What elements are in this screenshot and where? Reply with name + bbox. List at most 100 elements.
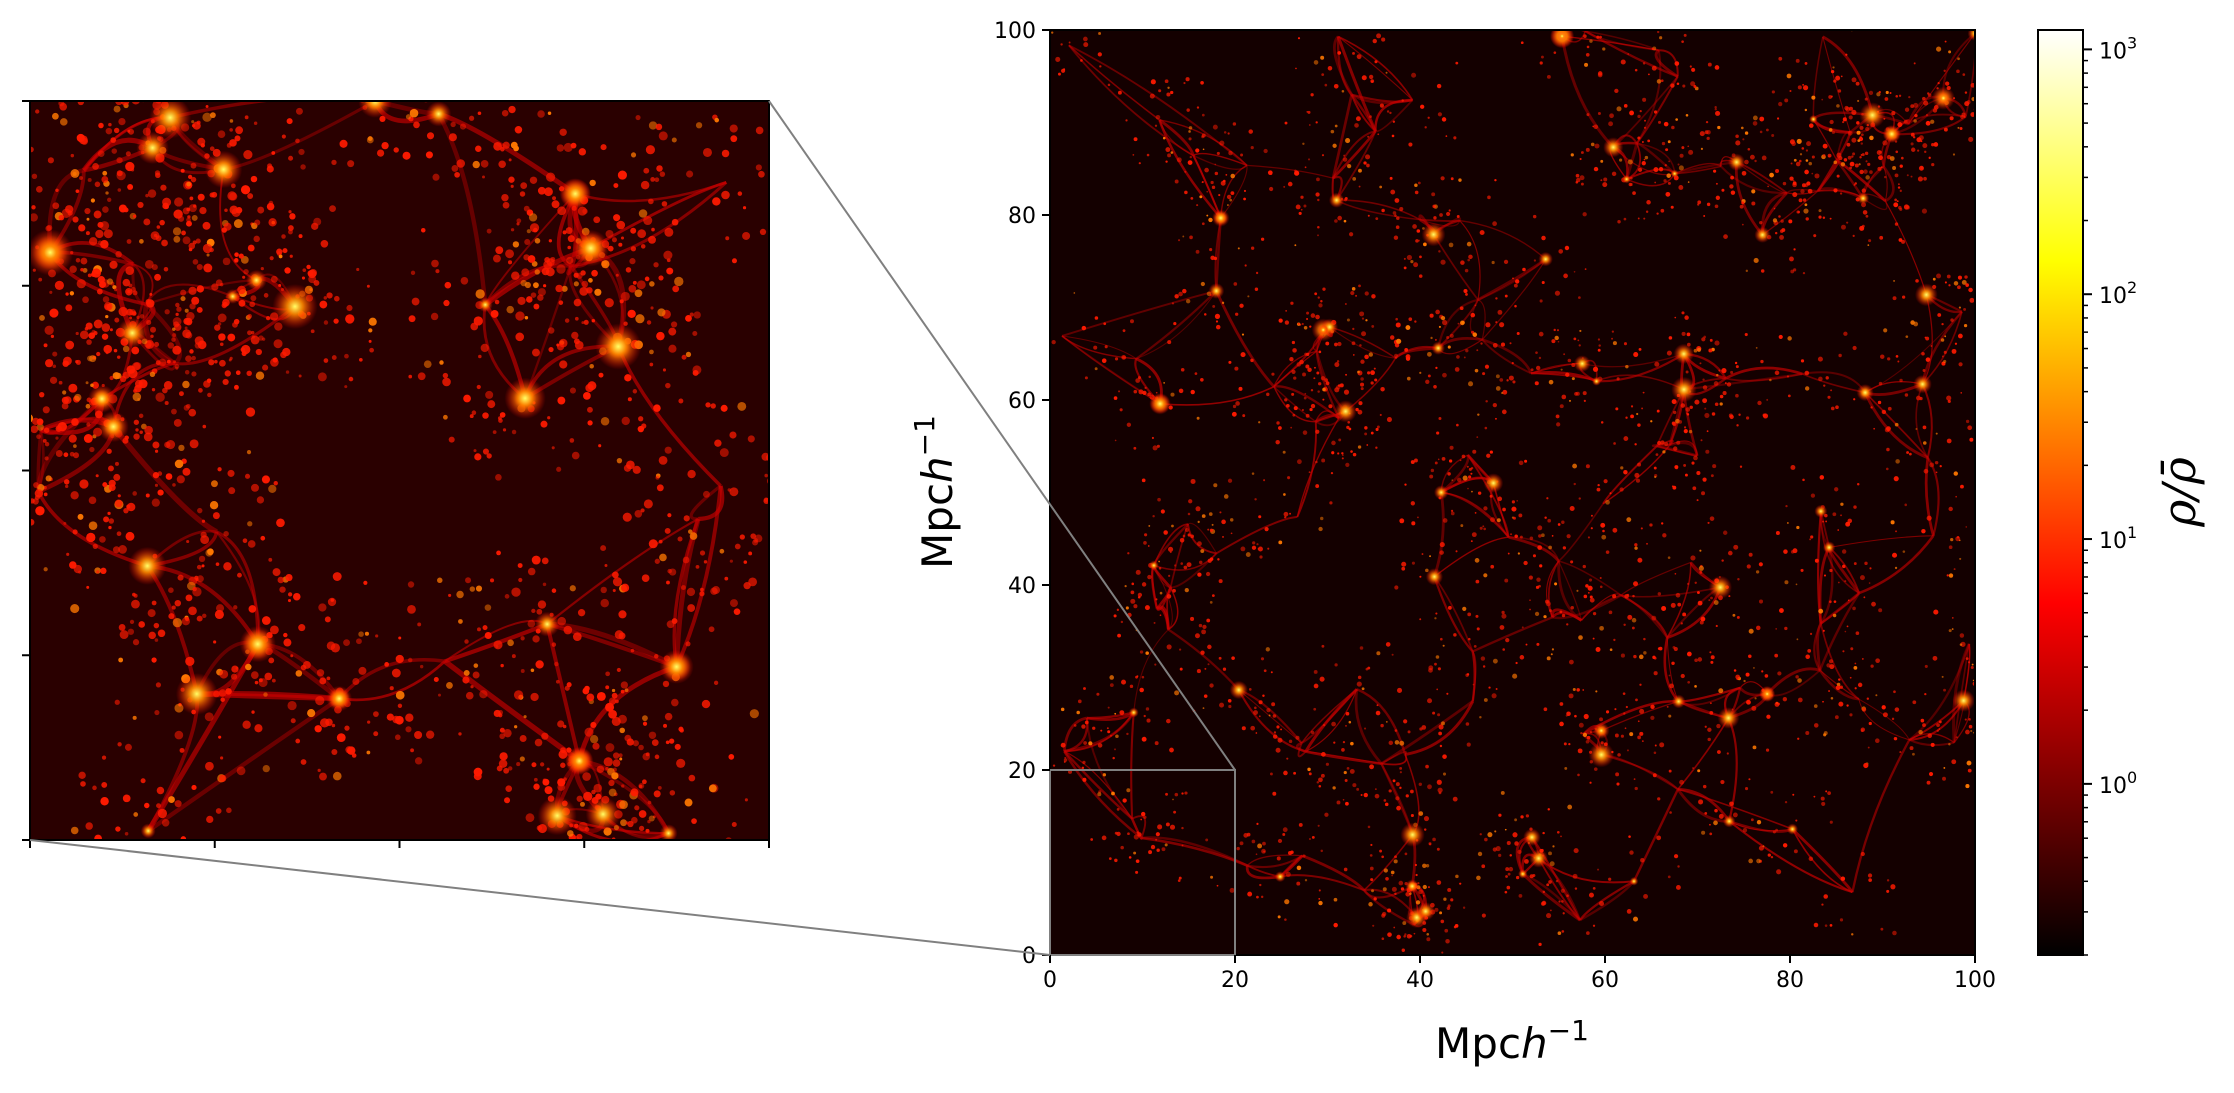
filament xyxy=(1481,339,1532,375)
density-speck xyxy=(157,489,164,496)
density-speck xyxy=(1553,328,1556,332)
density-speck xyxy=(563,625,573,635)
density-speck xyxy=(1331,440,1336,446)
density-speck xyxy=(1639,708,1645,714)
density-speck xyxy=(122,794,131,803)
density-speck xyxy=(1497,496,1503,502)
density-speck xyxy=(616,667,621,673)
density-speck xyxy=(477,35,481,39)
density-speck xyxy=(495,645,499,649)
density-speck xyxy=(283,638,292,647)
density-speck xyxy=(1156,444,1160,448)
density-speck xyxy=(1201,629,1207,635)
density-speck xyxy=(573,298,582,307)
density-speck xyxy=(1844,580,1847,583)
density-speck xyxy=(260,535,266,541)
density-speck xyxy=(1868,721,1872,726)
density-speck xyxy=(524,315,529,320)
density-speck xyxy=(1605,499,1610,505)
density-speck xyxy=(1697,657,1703,662)
density-speck xyxy=(1993,80,1997,84)
density-speck xyxy=(594,891,601,898)
density-speck xyxy=(125,266,135,275)
density-speck xyxy=(1190,534,1194,539)
density-speck xyxy=(1856,121,1860,125)
density-speck xyxy=(1744,332,1748,337)
density-speck xyxy=(1928,156,1931,159)
density-speck xyxy=(1174,294,1179,299)
density-speck xyxy=(634,805,640,811)
density-speck xyxy=(1418,889,1423,895)
density-speck xyxy=(1656,30,1660,34)
density-speck xyxy=(1704,725,1707,728)
density-speck xyxy=(662,368,666,372)
density-speck xyxy=(1308,838,1311,841)
density-speck xyxy=(102,296,110,303)
density-speck xyxy=(1370,381,1374,385)
density-speck xyxy=(1343,867,1348,872)
density-speck xyxy=(667,568,672,574)
density-speck xyxy=(1965,784,1970,789)
density-speck xyxy=(144,802,150,809)
density-speck xyxy=(437,577,443,584)
density-speck xyxy=(533,783,540,790)
filament xyxy=(215,530,260,645)
density-speck xyxy=(1675,592,1681,598)
density-speck xyxy=(188,93,194,99)
density-speck xyxy=(654,558,660,564)
density-speck xyxy=(1831,130,1835,134)
density-speck xyxy=(1184,190,1188,195)
density-speck xyxy=(498,759,508,768)
density-speck xyxy=(1334,124,1338,128)
density-speck xyxy=(515,332,525,342)
density-speck xyxy=(1495,321,1498,324)
density-speck xyxy=(1257,843,1263,849)
density-speck xyxy=(307,269,317,279)
density-speck xyxy=(779,548,784,553)
density-speck xyxy=(1822,700,1824,703)
density-speck xyxy=(1465,722,1470,726)
density-speck xyxy=(1077,699,1082,704)
density-speck xyxy=(133,593,138,598)
density-speck xyxy=(1236,846,1240,851)
density-speck xyxy=(215,604,225,613)
main-heatmap-background xyxy=(1050,30,1975,955)
density-speck xyxy=(567,235,575,243)
density-speck xyxy=(267,163,273,169)
density-speck xyxy=(398,636,402,640)
density-speck xyxy=(1710,596,1713,600)
density-speck xyxy=(1448,459,1453,463)
density-speck xyxy=(665,740,670,745)
density-speck xyxy=(1910,132,1915,137)
density-speck xyxy=(734,543,741,550)
density-speck xyxy=(584,851,590,857)
density-speck xyxy=(470,685,474,689)
density-speck xyxy=(1774,231,1778,235)
density-speck xyxy=(1667,556,1671,559)
density-speck xyxy=(1157,497,1161,502)
density-speck xyxy=(87,177,92,182)
density-speck xyxy=(727,843,734,850)
density-speck xyxy=(1752,745,1757,750)
density-speck xyxy=(1693,85,1697,88)
density-speck xyxy=(651,227,655,232)
density-speck xyxy=(109,375,114,381)
density-speck xyxy=(1439,744,1443,748)
density-speck xyxy=(593,783,603,793)
density-speck xyxy=(1704,412,1710,418)
density-speck xyxy=(1568,742,1571,746)
density-speck xyxy=(1466,241,1472,247)
density-speck xyxy=(1817,356,1823,362)
density-speck xyxy=(1813,234,1817,238)
density-speck xyxy=(1697,600,1703,606)
filament xyxy=(1477,258,1547,301)
density-speck xyxy=(1832,512,1837,517)
filament xyxy=(1136,290,1217,360)
density-speck xyxy=(302,268,307,272)
density-speck xyxy=(210,112,216,119)
density-speck xyxy=(89,446,95,453)
density-speck xyxy=(1861,657,1864,660)
density-speck xyxy=(1578,722,1584,728)
density-speck xyxy=(1211,185,1216,190)
density-speck xyxy=(114,288,118,292)
